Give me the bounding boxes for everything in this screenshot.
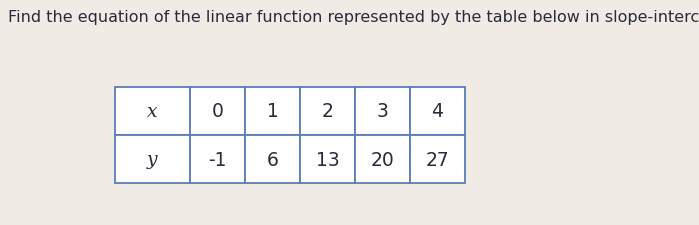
Text: 2: 2 — [322, 102, 333, 121]
Bar — [300, 88, 355, 135]
Text: 20: 20 — [370, 150, 394, 169]
Text: 4: 4 — [431, 102, 443, 121]
Text: 0: 0 — [212, 102, 224, 121]
Text: 3: 3 — [377, 102, 389, 121]
Bar — [410, 88, 465, 135]
Text: y: y — [147, 150, 158, 168]
Bar — [300, 135, 355, 183]
Bar — [245, 88, 300, 135]
Bar — [355, 88, 410, 135]
Bar — [190, 135, 245, 183]
Text: x: x — [147, 103, 158, 120]
Text: 6: 6 — [266, 150, 278, 169]
Bar — [115, 135, 190, 183]
Bar — [190, 88, 245, 135]
Text: 27: 27 — [426, 150, 449, 169]
Bar — [410, 135, 465, 183]
Bar — [355, 135, 410, 183]
Text: -1: -1 — [208, 150, 226, 169]
Bar — [245, 135, 300, 183]
Text: 1: 1 — [266, 102, 278, 121]
Text: 13: 13 — [316, 150, 340, 169]
Text: Find the equation of the linear function represented by the table below in slope: Find the equation of the linear function… — [8, 10, 699, 25]
Bar — [115, 88, 190, 135]
